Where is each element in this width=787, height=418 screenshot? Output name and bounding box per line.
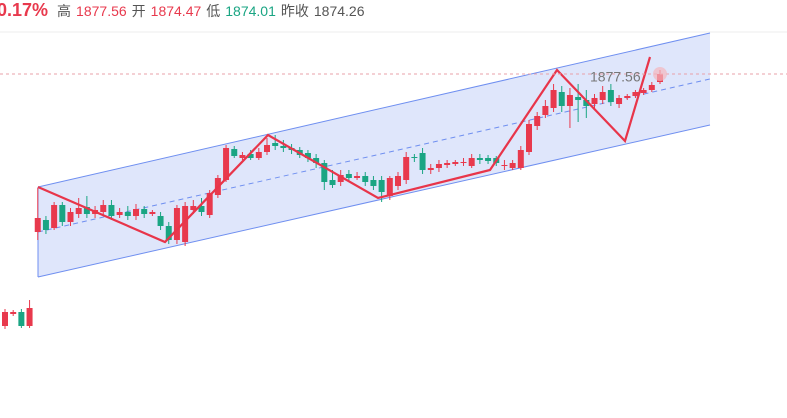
candle-body xyxy=(411,157,418,158)
prev-close-label: 昨收 xyxy=(280,3,309,19)
change-percent: 0.17% xyxy=(0,0,49,20)
low-value: 1874.01 xyxy=(225,3,276,19)
open-value: 1874.47 xyxy=(150,3,202,19)
candle-body xyxy=(526,124,532,152)
candles xyxy=(2,70,663,329)
candle-body xyxy=(468,158,475,166)
candle-body xyxy=(321,163,328,182)
candle-body xyxy=(149,212,156,214)
candle-body xyxy=(395,176,401,186)
high-label: 高 xyxy=(57,3,72,19)
candle-body xyxy=(42,220,49,230)
open-label: 开 xyxy=(131,3,146,19)
candle-body xyxy=(386,178,393,196)
candle-body xyxy=(542,106,549,115)
candle-body xyxy=(313,158,320,163)
candle-body xyxy=(575,97,582,100)
candle-body xyxy=(100,205,107,212)
candle-body xyxy=(509,163,516,168)
candle-body xyxy=(198,206,205,212)
candle-body xyxy=(534,116,541,126)
candle-body xyxy=(419,153,426,170)
candle-body xyxy=(558,92,565,106)
candle-body xyxy=(354,176,361,178)
candle-body xyxy=(239,155,246,158)
channel-mid xyxy=(37,78,711,233)
candle-body xyxy=(591,98,598,104)
candle-body xyxy=(427,168,434,170)
candle-body xyxy=(190,206,197,210)
candle-body xyxy=(264,145,270,152)
candle-body xyxy=(108,205,115,216)
candle-body xyxy=(501,165,508,166)
candle-body xyxy=(452,162,459,164)
candle-body xyxy=(607,90,614,102)
candle-body xyxy=(640,90,647,93)
candle-body xyxy=(362,176,369,182)
candle-body xyxy=(435,164,442,168)
candle-body xyxy=(133,209,139,216)
candle-body xyxy=(566,95,573,106)
candle-body xyxy=(444,163,451,165)
candle-body xyxy=(550,90,557,108)
candle-body xyxy=(26,308,33,326)
candle-body xyxy=(247,154,254,158)
candle-body xyxy=(231,149,238,156)
candle-body xyxy=(51,205,58,228)
candle-body xyxy=(116,212,123,215)
candle-body xyxy=(337,175,344,182)
candle-body xyxy=(67,212,74,222)
candle-body xyxy=(223,148,230,180)
candle-body xyxy=(616,98,623,104)
candle-body xyxy=(632,92,639,96)
zigzag xyxy=(37,56,652,244)
candle-body xyxy=(59,205,66,222)
channel-upper xyxy=(37,32,711,188)
candle-body xyxy=(173,208,180,240)
candle-body xyxy=(165,226,172,240)
high-value: 1877.56 xyxy=(76,3,127,19)
candle-body xyxy=(599,92,606,100)
candle-body xyxy=(83,207,90,214)
candle-body xyxy=(75,208,82,214)
low-label: 低 xyxy=(206,3,221,19)
candle-body xyxy=(272,143,279,146)
quote-header: 0.17% 高 1877.56 开 1874.47 低 1874.01 昨收 1… xyxy=(0,0,364,20)
candle-body xyxy=(206,193,213,215)
candle-body xyxy=(403,157,410,180)
candle-body xyxy=(182,206,189,242)
candle-body xyxy=(485,158,492,161)
candle-body xyxy=(517,150,524,168)
candle-body xyxy=(624,96,631,98)
candle-body xyxy=(583,100,590,106)
candle-body xyxy=(304,153,311,158)
candle-body xyxy=(648,85,655,90)
channel-lower xyxy=(37,124,711,278)
candle-body xyxy=(2,312,8,326)
candle-body xyxy=(476,158,483,160)
last-price-label: 1877.56 xyxy=(590,69,641,85)
candle-body xyxy=(378,180,385,192)
candle-body xyxy=(280,146,287,148)
candle-body xyxy=(124,212,131,216)
candle-body xyxy=(18,312,25,326)
candle-body xyxy=(345,174,352,178)
candle-body xyxy=(34,218,41,232)
last-price-glow xyxy=(653,67,667,81)
candle-body xyxy=(460,162,467,163)
candle-body xyxy=(255,152,262,158)
candle-body xyxy=(141,209,148,214)
prev-close-value: 1874.26 xyxy=(313,3,365,19)
candle-body xyxy=(10,312,17,314)
candle-body xyxy=(370,180,377,186)
candle-body xyxy=(157,216,164,226)
candle-body xyxy=(329,180,336,185)
